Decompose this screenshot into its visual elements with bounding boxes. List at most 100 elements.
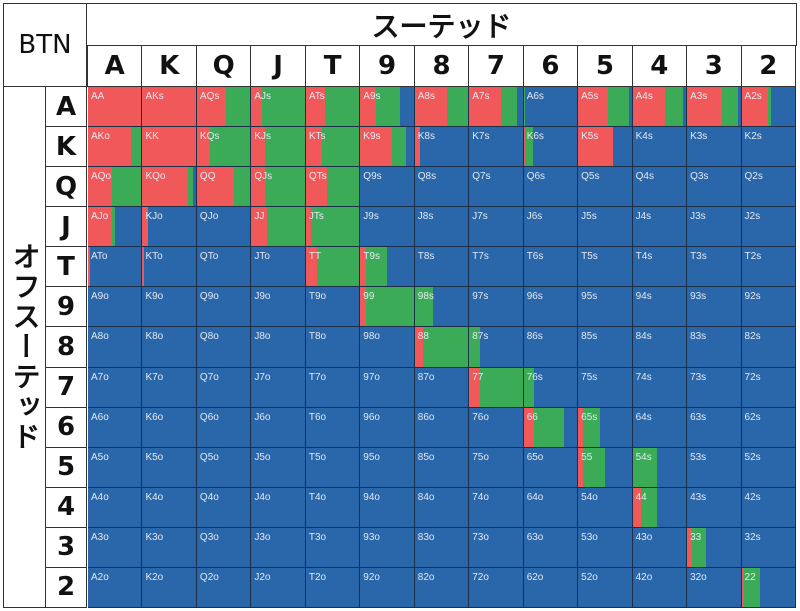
suited-axis-title: スーテッド bbox=[86, 3, 797, 46]
hand-cell: 83s bbox=[687, 327, 742, 368]
hand-cell: J2o bbox=[251, 567, 306, 608]
hand-label: TT bbox=[308, 251, 322, 263]
hand-label: 85o bbox=[417, 451, 435, 463]
hand-cell: KTo bbox=[142, 247, 197, 288]
hand-cell: T4o bbox=[305, 487, 361, 528]
hand-cell: KTs bbox=[305, 127, 361, 168]
hand-cell: Q2s bbox=[741, 167, 796, 208]
hand-label: T5o bbox=[308, 451, 327, 463]
hand-cell: Q9o bbox=[196, 287, 252, 328]
hand-cell: K8o bbox=[142, 327, 197, 368]
hand-cell: K4s bbox=[632, 127, 688, 168]
raise-fill bbox=[305, 87, 325, 127]
hand-label: 87o bbox=[417, 371, 435, 383]
hand-cell: 99 bbox=[360, 287, 415, 328]
hand-cell: ATs bbox=[305, 87, 361, 128]
hand-label: Q3o bbox=[199, 531, 219, 543]
hand-label: ATs bbox=[308, 91, 325, 102]
hand-label: 72o bbox=[472, 571, 489, 583]
hand-cell: J8s bbox=[414, 207, 470, 248]
hand-label: KJo bbox=[145, 211, 163, 223]
hand-label: 43o bbox=[635, 531, 653, 543]
hand-label: 42o bbox=[635, 571, 653, 583]
hand-cell: Q7o bbox=[196, 367, 252, 408]
raise-fill bbox=[414, 327, 423, 367]
hand-cell: 84o bbox=[414, 487, 470, 528]
hand-label: J3o bbox=[254, 531, 271, 543]
raise-fill bbox=[88, 127, 131, 167]
raise-fill bbox=[142, 127, 196, 167]
hand-cell: K5o bbox=[142, 447, 197, 488]
raise-fill bbox=[142, 247, 145, 287]
hand-label: 85s bbox=[581, 331, 598, 343]
hand-label: T4o bbox=[308, 491, 327, 503]
hand-cell: K7s bbox=[469, 127, 524, 168]
hand-label: 82s bbox=[744, 331, 761, 343]
hand-cell: T7s bbox=[469, 247, 524, 288]
hand-label: QJs bbox=[254, 171, 273, 183]
hand-cell: 55 bbox=[578, 447, 633, 488]
offsuit-axis-title: オフスーテッド bbox=[3, 86, 46, 608]
hand-label: 98o bbox=[363, 331, 380, 343]
hand-label: 73s bbox=[690, 371, 707, 383]
hand-label: K8o bbox=[145, 331, 164, 343]
hand-cell: 74s bbox=[632, 367, 688, 408]
hand-label: T3o bbox=[308, 531, 327, 543]
hand-cell: K8s bbox=[414, 127, 470, 168]
hand-cell: ATo bbox=[88, 247, 143, 288]
row-header-2: 2 bbox=[45, 566, 87, 608]
hand-cell: JTs bbox=[305, 207, 361, 248]
hand-cell: 93o bbox=[360, 527, 415, 568]
hand-cell: A9s bbox=[360, 87, 415, 128]
hand-label: T2s bbox=[744, 251, 762, 263]
call-fill bbox=[692, 527, 706, 567]
hand-cell: T3s bbox=[687, 247, 742, 288]
column-header-T: T bbox=[304, 45, 361, 87]
hand-cell: 96o bbox=[360, 407, 415, 448]
hand-cell: 75s bbox=[578, 367, 633, 408]
hand-label: T9s bbox=[363, 251, 380, 263]
hand-label: Q5o bbox=[199, 451, 219, 463]
hand-label: 63s bbox=[690, 411, 707, 423]
hand-label: A3s bbox=[690, 91, 708, 102]
raise-fill bbox=[251, 207, 268, 247]
hand-cell: T8o bbox=[305, 327, 361, 368]
hand-cell: 42s bbox=[741, 487, 796, 528]
hand-label: 97o bbox=[363, 371, 380, 383]
call-fill bbox=[226, 87, 251, 127]
hand-cell: Q2o bbox=[196, 567, 252, 608]
hand-label: Q5s bbox=[581, 171, 600, 183]
hand-cell: T6s bbox=[523, 247, 579, 288]
hand-cell: K7o bbox=[142, 367, 197, 408]
hand-label: J2o bbox=[254, 571, 271, 583]
hand-label: AQo bbox=[91, 171, 112, 183]
call-fill bbox=[414, 287, 434, 327]
hand-cell: Q9s bbox=[360, 167, 415, 208]
hand-cell: Q5o bbox=[196, 447, 252, 488]
call-fill bbox=[583, 447, 605, 487]
hand-label: J9o bbox=[254, 291, 271, 303]
hand-label: 43s bbox=[690, 491, 707, 503]
hand-label: AKs bbox=[145, 91, 164, 102]
hand-cell: T6o bbox=[305, 407, 361, 448]
hand-cell: QTs bbox=[305, 167, 361, 208]
hand-label: Q4o bbox=[199, 491, 219, 503]
hand-label: A5s bbox=[581, 91, 599, 102]
call-fill bbox=[422, 327, 469, 367]
hand-label: J7o bbox=[254, 371, 271, 383]
column-header-9: 9 bbox=[359, 45, 415, 87]
hand-label: J8o bbox=[254, 331, 271, 343]
column-header-5: 5 bbox=[577, 45, 633, 87]
hand-label: K6o bbox=[145, 411, 164, 423]
hand-label: J4o bbox=[254, 491, 271, 503]
hand-cell: 88 bbox=[414, 327, 470, 368]
hand-label: Q8o bbox=[199, 331, 219, 343]
hand-label: K4s bbox=[635, 131, 653, 143]
hand-label: 62s bbox=[744, 411, 761, 423]
hand-label: AKo bbox=[91, 131, 110, 143]
hand-label: K5o bbox=[145, 451, 164, 463]
call-fill bbox=[187, 167, 194, 207]
hand-cell: 94s bbox=[632, 287, 688, 328]
raise-fill bbox=[305, 207, 312, 247]
hand-label: 32s bbox=[744, 531, 761, 543]
